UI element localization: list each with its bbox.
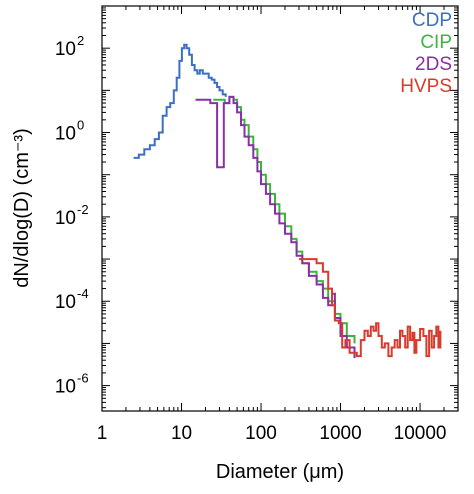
series-line-2ds xyxy=(195,95,356,359)
series-line-hvps xyxy=(299,258,442,358)
y-tick-label: 10 0 xyxy=(55,118,84,145)
y-axis-title: dN/dlog(D) (cm⁻³) xyxy=(11,128,33,287)
y-tick-exponent: -4 xyxy=(77,286,89,301)
y-tick-exponent: -2 xyxy=(77,202,89,217)
y-tick-base: 10 xyxy=(55,39,76,60)
y-tick-base: 10 xyxy=(55,292,76,313)
y-tick-exponent: -6 xyxy=(77,371,89,386)
legend-entry-cdp: CDP xyxy=(412,10,452,31)
series-line-cip xyxy=(213,95,356,344)
x-tick-labels: 1 10 100 1000 10000 xyxy=(97,423,447,444)
y-tick-exponent: 0 xyxy=(77,118,84,133)
series-line-cdp xyxy=(133,43,227,159)
x-tick-label: 1 xyxy=(97,423,108,444)
legend-entry-cip: CIP xyxy=(420,32,452,53)
x-tick-label: 1000 xyxy=(319,423,361,444)
axis-ticks xyxy=(101,5,459,411)
y-tick-base: 10 xyxy=(55,377,76,398)
y-tick-label: 10 -6 xyxy=(55,371,89,398)
plot-frame xyxy=(101,5,459,412)
x-axis-title: Diameter (μm) xyxy=(216,461,344,483)
y-tick-base: 10 xyxy=(55,124,76,145)
x-tick-label: 10 xyxy=(171,423,192,444)
data-series xyxy=(133,43,442,359)
y-tick-label: 10 -4 xyxy=(55,286,89,313)
x-tick-label: 100 xyxy=(245,423,277,444)
y-tick-label: 10 -2 xyxy=(55,202,89,229)
legend-entry-hvps: HVPS xyxy=(400,76,452,97)
y-tick-label: 10 2 xyxy=(55,33,84,60)
x-tick-label: 10000 xyxy=(394,423,447,444)
legend-entry-2ds: 2DS xyxy=(415,54,452,75)
y-tick-exponent: 2 xyxy=(77,33,84,48)
y-tick-base: 10 xyxy=(55,208,76,229)
